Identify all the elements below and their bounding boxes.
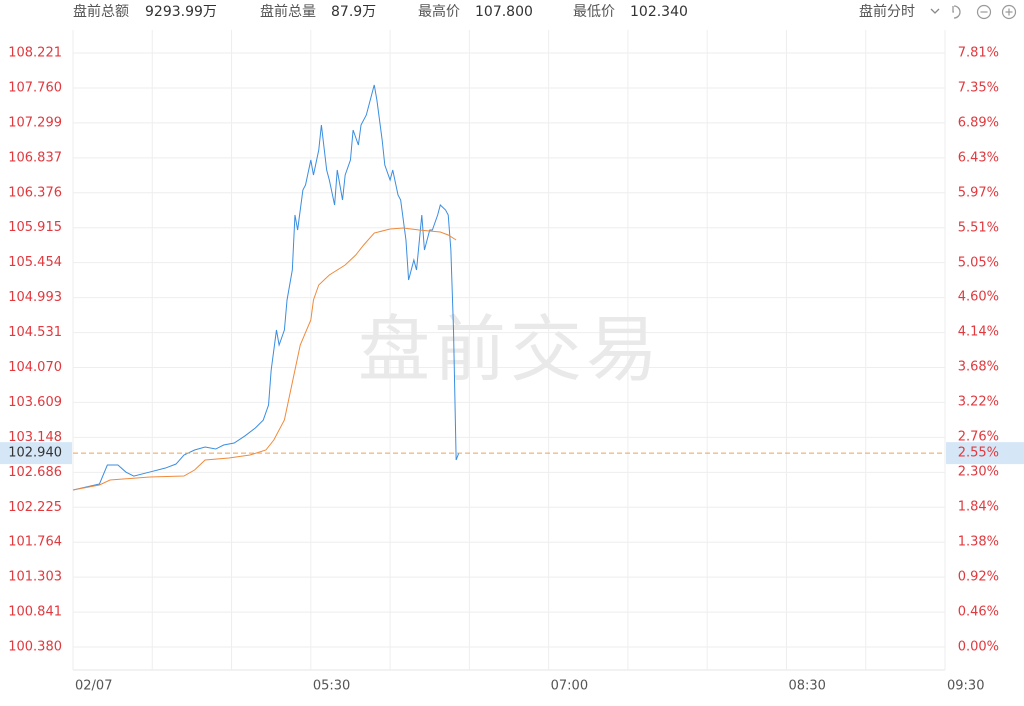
price-line [72, 84, 460, 491]
stat-label: 最高价 [418, 3, 460, 20]
mode-label[interactable]: 盘前分时 [859, 3, 915, 20]
y2-tick-label: 3.22% [958, 395, 999, 410]
stat-label: 盘前总额 [73, 3, 129, 20]
y-tick-label: 106.376 [8, 185, 62, 200]
stat-value: 87.9万 [331, 4, 376, 20]
y2-tick-label: 2.30% [958, 465, 999, 480]
mode-dropdown[interactable]: 盘前分时 [859, 3, 940, 20]
y2-tick-label: 2.76% [958, 430, 999, 445]
y2-tick-label: 0.00% [958, 640, 999, 655]
y-tick-label: 100.380 [8, 640, 62, 655]
header: 盘前总额 9293.99万 盘前总量 87.9万 最高价 107.800 最低价… [73, 3, 1017, 20]
zoom-in-icon[interactable] [1001, 4, 1017, 20]
y-tick-label: 103.148 [8, 430, 62, 445]
zoom-in-button[interactable] [1001, 4, 1017, 20]
current-change-label: 2.55% [958, 446, 999, 461]
y-tick-label: 107.760 [8, 80, 62, 95]
y-tick-label: 103.609 [8, 395, 62, 410]
stat-label: 最低价 [573, 4, 615, 20]
x-tick-label: 05:30 [313, 679, 350, 694]
y-tick-label: 102.686 [8, 465, 62, 480]
x-tick-label: 07:00 [551, 679, 588, 694]
reset-button[interactable] [952, 5, 961, 19]
y-tick-label: 104.531 [8, 325, 62, 340]
y-tick-label: 104.993 [8, 290, 62, 305]
y2-tick-label: 5.05% [958, 256, 999, 271]
y2-tick-label: 7.81% [958, 46, 999, 61]
current-price-box [0, 442, 72, 465]
y2-tick-label: 5.51% [958, 221, 999, 236]
stat-value: 102.340 [630, 4, 688, 20]
y-tick-label: 102.225 [8, 500, 62, 515]
chevron[interactable] [930, 8, 940, 14]
x-tick-label: 02/07 [75, 679, 112, 694]
y2-tick-label: 0.46% [958, 605, 999, 620]
y-tick-label: 101.764 [8, 535, 62, 550]
stat-value: 9293.99万 [145, 4, 217, 20]
y2-tick-label: 4.14% [958, 325, 999, 340]
y-tick-label: 104.070 [8, 360, 62, 375]
current-change-box [946, 442, 1024, 465]
y2-tick-label: 0.92% [958, 570, 999, 585]
grid [72, 30, 946, 670]
zoom-out-button[interactable] [976, 4, 992, 20]
x-tick-label: 09:30 [947, 679, 984, 694]
y-tick-label: 100.841 [8, 605, 62, 620]
y2-tick-label: 3.68% [958, 360, 999, 375]
zoom-out-icon[interactable] [976, 4, 992, 20]
y2-tick-label: 6.43% [958, 151, 999, 166]
y2-tick-label: 1.84% [958, 500, 999, 515]
y2-tick-label: 5.97% [958, 186, 999, 201]
y-tick-label: 107.299 [8, 115, 62, 130]
current-price-label: 102.940 [8, 446, 62, 461]
y-tick-label: 106.837 [8, 150, 62, 165]
y-tick-label: 105.454 [8, 255, 62, 270]
y-tick-label: 108.221 [8, 46, 62, 61]
y2-tick-label: 6.89% [958, 116, 999, 131]
stat-label: 盘前总量 [260, 3, 316, 20]
watermark: 盘前交易 [358, 308, 662, 392]
y2-tick-label: 7.35% [958, 81, 999, 96]
y-tick-label: 101.303 [8, 570, 62, 585]
price-line [72, 227, 457, 491]
x-tick-label: 08:30 [788, 679, 825, 694]
y-tick-label: 105.915 [8, 220, 62, 235]
y2-tick-label: 4.60% [958, 290, 999, 305]
y2-tick-label: 1.38% [958, 535, 999, 550]
stat-value: 107.800 [475, 4, 533, 20]
